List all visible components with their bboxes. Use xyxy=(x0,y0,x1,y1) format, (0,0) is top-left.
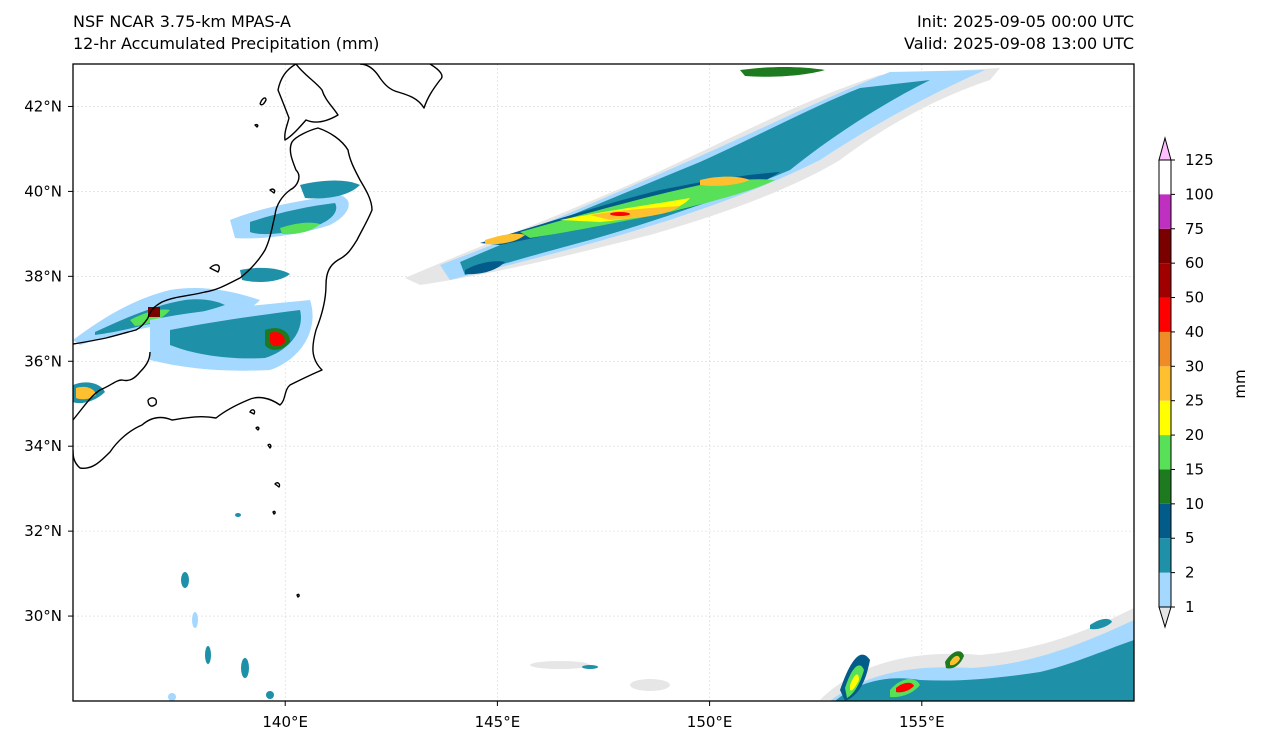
colorbar-segment xyxy=(1159,435,1171,470)
colorbar-level-label: 100 xyxy=(1185,185,1214,203)
map-frame xyxy=(72,63,1135,702)
lat-tick-label: 30°N xyxy=(24,607,62,625)
lat-tick-label: 40°N xyxy=(24,182,62,200)
coastlines xyxy=(73,64,443,598)
colorbar-extend-max xyxy=(1158,136,1172,161)
colorbar-frame xyxy=(1158,159,1172,608)
precip-honshu xyxy=(73,180,360,404)
colorbar-segment xyxy=(1159,400,1171,436)
colorbar-segment xyxy=(1159,297,1171,332)
colorbar-segment xyxy=(1159,366,1171,401)
init-time: Init: 2025-09-05 00:00 UTC xyxy=(916,12,1134,31)
colorbar-extend-min xyxy=(1158,606,1172,629)
precip-scattered xyxy=(168,513,670,701)
title-right: Init: 2025-09-05 00:00 UTC Valid: 2025-0… xyxy=(904,11,1134,55)
colorbar-segment xyxy=(1159,228,1171,264)
lon-tick-label: 140°E xyxy=(262,713,308,731)
axis-ticks: 140°E 145°E 150°E 155°E 42°N 40°N 38°N 36°N 34°N… xyxy=(24,97,944,731)
colorbar-segment xyxy=(1159,263,1171,298)
colorbar-level-label: 25 xyxy=(1185,392,1204,410)
field-name: 12-hr Accumulated Precipitation (mm) xyxy=(73,34,380,53)
colorbar-level-label: 50 xyxy=(1185,289,1204,307)
lat-tick-label: 32°N xyxy=(24,522,62,540)
colorbar-segment xyxy=(1159,194,1171,229)
colorbar-level-label: 10 xyxy=(1185,495,1204,513)
colorbar-segment xyxy=(1159,538,1171,573)
colorbar-level-label: 125 xyxy=(1185,151,1214,169)
lon-tick-label: 145°E xyxy=(475,713,521,731)
colorbar-segment xyxy=(1159,469,1171,504)
colorbar-segment xyxy=(1159,572,1171,607)
gridlines xyxy=(73,64,1134,701)
model-name: NSF NCAR 3.75-km MPAS-A xyxy=(73,12,291,31)
colorbar-level-label: 30 xyxy=(1185,357,1204,375)
colorbar-segment xyxy=(1159,503,1171,539)
valid-time: Valid: 2025-09-08 13:00 UTC xyxy=(903,34,1134,53)
colorbar-level-label: 2 xyxy=(1185,564,1195,582)
colorbar-level-label: 60 xyxy=(1185,254,1204,272)
precip-southeast xyxy=(820,608,1134,701)
title-left: NSF NCAR 3.75-km MPAS-A 12-hr Accumulate… xyxy=(73,11,379,55)
colorbar-segment xyxy=(1159,331,1171,367)
precip-band-northeast xyxy=(405,67,1000,285)
lat-tick-label: 42°N xyxy=(24,97,62,115)
lat-tick-label: 38°N xyxy=(24,267,62,285)
lon-tick-label: 155°E xyxy=(899,713,945,731)
colorbar-level-label: 75 xyxy=(1185,220,1204,238)
colorbar-level-label: 1 xyxy=(1185,598,1195,616)
lon-tick-label: 150°E xyxy=(687,713,733,731)
colorbar-level-label: 40 xyxy=(1185,323,1204,341)
lat-tick-label: 36°N xyxy=(24,352,62,370)
precip-field xyxy=(73,64,1134,701)
colorbar-unit-label: mm xyxy=(1231,369,1249,398)
lat-tick-label: 34°N xyxy=(24,437,62,455)
colorbar-level-label: 5 xyxy=(1185,529,1195,547)
colorbar-level-label: 15 xyxy=(1185,460,1204,478)
colorbar-level-label: 20 xyxy=(1185,426,1204,444)
